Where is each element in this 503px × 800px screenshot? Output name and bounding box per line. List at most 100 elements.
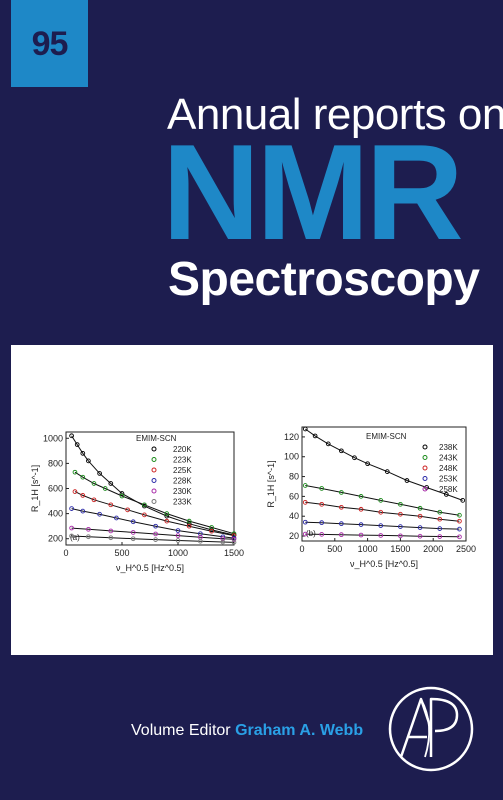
- data-point: [69, 506, 74, 511]
- legend-marker: [151, 478, 157, 483]
- data-point: [398, 533, 403, 539]
- data-point: [69, 525, 74, 531]
- data-point: [91, 497, 97, 503]
- legend-marker: [422, 444, 428, 450]
- data-point: [198, 538, 203, 544]
- data-point: [142, 502, 147, 508]
- legend-entry: 220K: [173, 445, 192, 454]
- series-fit-line: [74, 471, 235, 535]
- data-point: [358, 522, 364, 527]
- legend-marker: [422, 455, 428, 460]
- legend-entry: 258K: [439, 485, 458, 494]
- data-point: [86, 534, 91, 540]
- legend-marker: [422, 476, 428, 481]
- data-point: [358, 532, 364, 538]
- title-main: NMR: [162, 116, 464, 268]
- data-point: [130, 530, 136, 535]
- data-point: [119, 493, 125, 499]
- legend-entry: 243K: [439, 454, 458, 463]
- x-axis-label: ν_H^0.5 [Hz^0.5]: [116, 563, 184, 573]
- data-point: [231, 540, 237, 545]
- x-tick-label: 2500: [456, 544, 476, 554]
- plot-area-0: [65, 431, 235, 546]
- data-point: [72, 489, 78, 494]
- data-point: [339, 504, 344, 510]
- panel-label: (b): [306, 529, 316, 538]
- data-point: [457, 526, 462, 532]
- y-tick-label: 200: [48, 534, 63, 544]
- editor-name: Graham A. Webb: [235, 722, 364, 739]
- legend-entry: 238K: [439, 443, 458, 452]
- data-point: [80, 508, 86, 514]
- data-point: [378, 509, 384, 515]
- x-tick-label: 500: [327, 544, 342, 554]
- data-point: [130, 519, 136, 525]
- data-point: [74, 442, 80, 447]
- data-point: [125, 507, 130, 513]
- data-point: [209, 528, 214, 534]
- legend-entry: 233K: [173, 498, 192, 507]
- data-point: [358, 494, 364, 499]
- legend-marker: [422, 486, 428, 492]
- y-tick-label: 800: [48, 458, 63, 468]
- data-point: [72, 469, 78, 475]
- data-point: [69, 433, 74, 439]
- data-point: [417, 525, 423, 530]
- y-tick-label: 600: [48, 484, 63, 494]
- x-tick-label: 1500: [224, 548, 244, 558]
- data-point: [175, 538, 181, 543]
- y-tick-label: 1000: [43, 433, 63, 443]
- data-point: [97, 511, 102, 517]
- data-point: [437, 526, 443, 531]
- data-point: [457, 518, 462, 524]
- data-point: [398, 501, 403, 507]
- y-tick-label: 60: [289, 491, 299, 501]
- title-sub: Spectroscopy: [168, 253, 480, 306]
- data-point: [153, 537, 158, 542]
- data-point: [86, 526, 91, 532]
- data-point: [186, 523, 192, 529]
- series-fit-line: [305, 501, 460, 522]
- data-point: [302, 519, 308, 525]
- data-point: [108, 535, 114, 541]
- data-point: [164, 518, 170, 524]
- data-point: [302, 426, 308, 432]
- legend-marker: [151, 446, 157, 452]
- y-tick-label: 120: [284, 432, 299, 442]
- x-tick-label: 2000: [423, 544, 443, 554]
- data-point: [460, 498, 466, 503]
- series-fit-line: [305, 533, 460, 538]
- volume-number: 95: [31, 25, 69, 63]
- y-tick-label: 400: [48, 509, 63, 519]
- data-point: [404, 478, 410, 483]
- legend-marker: [151, 467, 157, 473]
- elsevier-ap-logo-icon: [388, 686, 474, 772]
- data-point: [302, 531, 308, 537]
- data-point: [325, 441, 331, 447]
- data-point: [358, 506, 364, 512]
- series-fit-line: [305, 521, 460, 530]
- data-point: [417, 505, 423, 511]
- y-axis-label: R_1H [s^-1]: [266, 460, 276, 507]
- data-point: [319, 486, 325, 491]
- y-tick-label: 100: [284, 452, 299, 462]
- data-point: [437, 516, 443, 522]
- data-point: [69, 533, 74, 539]
- data-point: [102, 486, 108, 491]
- data-point: [319, 501, 325, 507]
- x-tick-label: 0: [299, 544, 304, 554]
- data-point: [417, 533, 423, 539]
- data-point: [153, 531, 158, 537]
- data-point: [175, 528, 181, 533]
- y-tick-label: 40: [289, 511, 299, 521]
- data-point: [86, 458, 91, 464]
- data-point: [384, 469, 390, 474]
- series-fit-line: [74, 491, 235, 537]
- data-point: [352, 455, 357, 461]
- editor-line: Volume Editor Graham A. Webb: [131, 722, 363, 740]
- data-point: [186, 521, 192, 527]
- series-fit-line: [305, 485, 460, 516]
- data-point: [153, 523, 158, 529]
- data-point: [457, 512, 462, 518]
